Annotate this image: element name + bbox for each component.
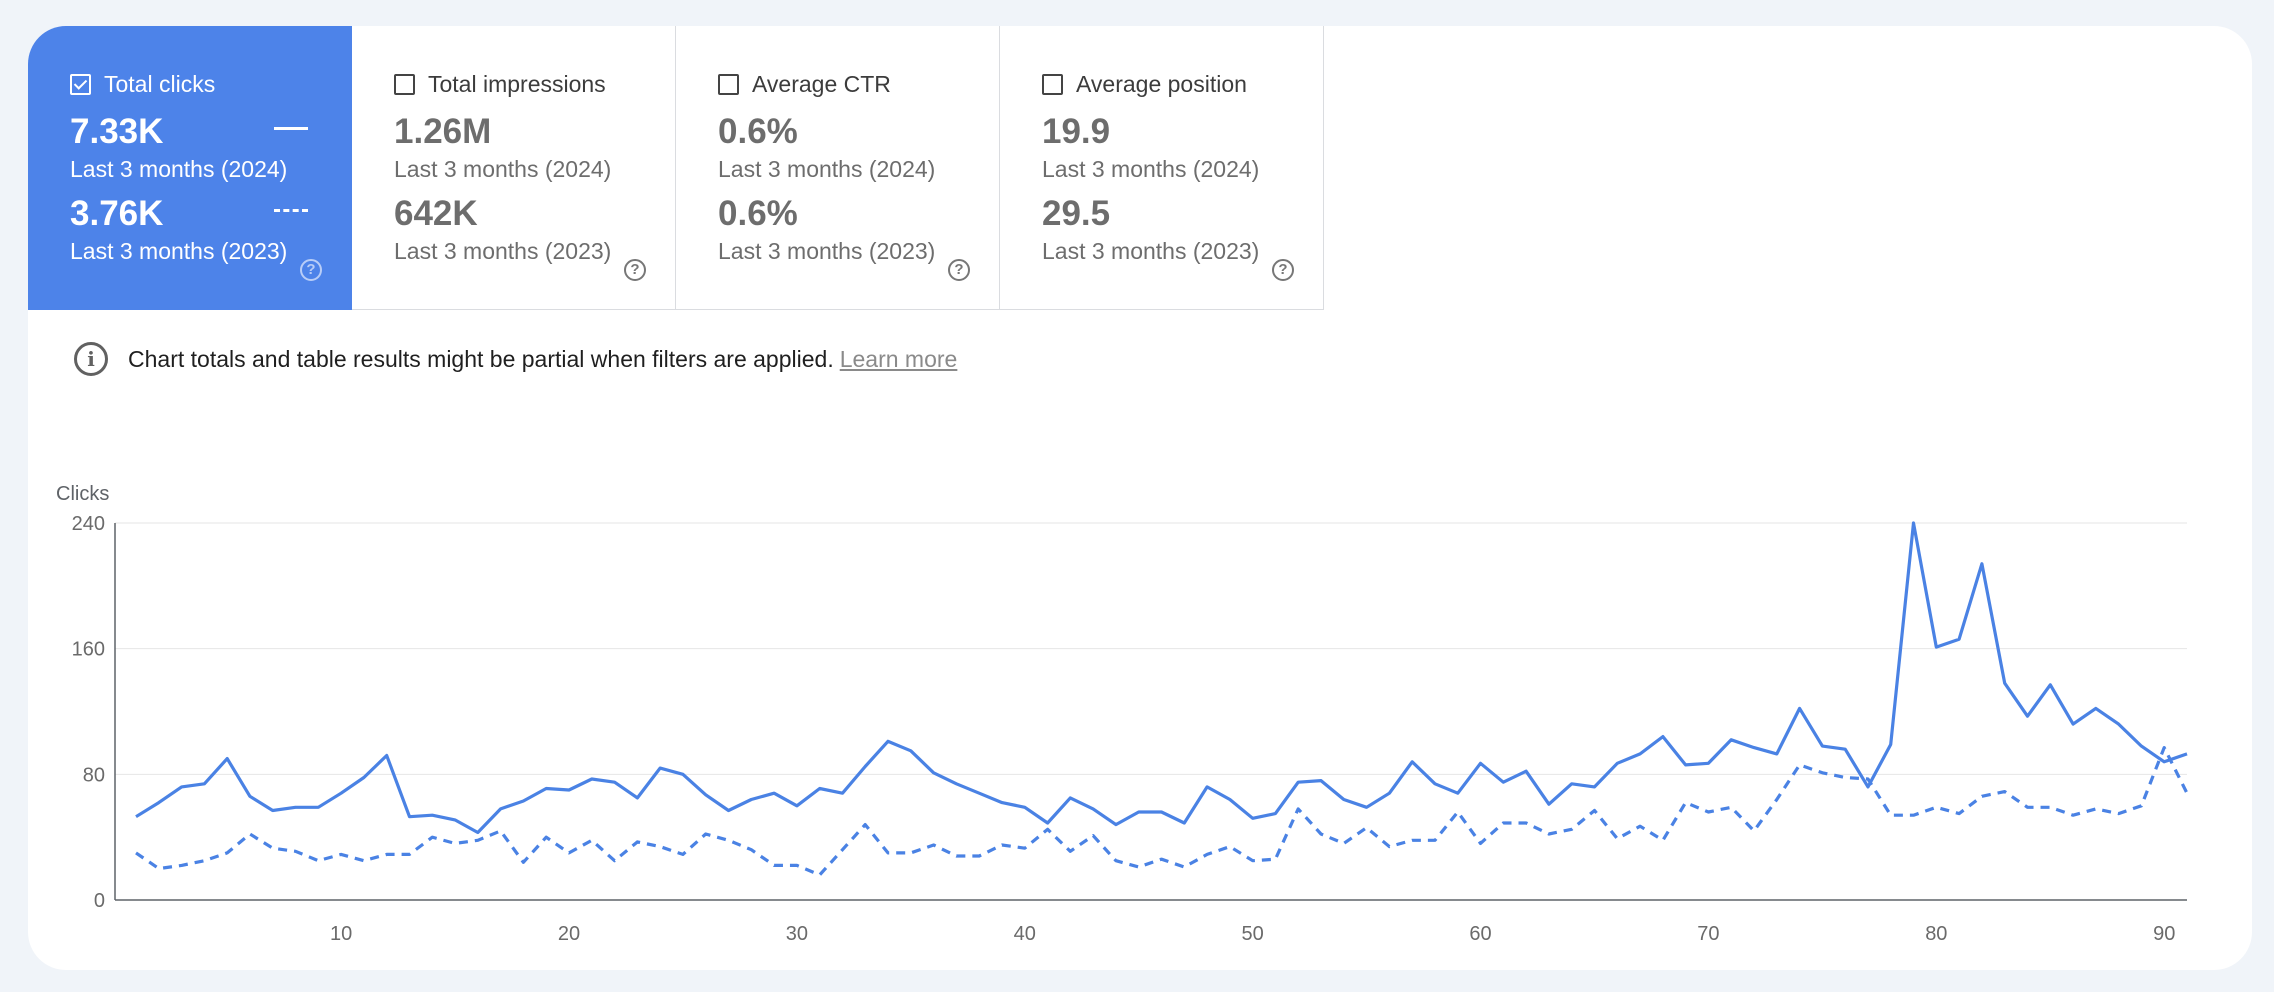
x-tick-label: 80 [1925,923,1947,945]
card-header: Total impressions [394,71,606,98]
help-icon[interactable]: ? [948,259,970,281]
metric-value-current: 19.9 [1042,112,1111,151]
card-title: Total impressions [428,71,606,97]
card-total-impressions[interactable]: Total impressions 1.26M Last 3 months (2… [352,26,676,310]
period-previous: Last 3 months (2023) [394,238,612,264]
help-icon[interactable]: ? [300,259,322,281]
x-tick-label: 30 [786,923,808,945]
y-tick-label: 0 [94,890,105,912]
metric-value-previous: 29.5 [1042,194,1111,233]
learn-more-link[interactable]: Learn more [839,345,958,372]
x-tick-label: 10 [330,923,352,945]
card-header: Average position [1042,71,1247,98]
average-ctr-checkbox[interactable] [718,74,739,95]
series-layer [135,521,2189,877]
x-tick-label: 20 [558,923,580,945]
total-clicks-checkbox[interactable] [70,74,91,95]
y-tick-label: 80 [83,764,105,786]
period-current: Last 3 months (2024) [718,156,936,182]
filter-notice: i Chart totals and table results might b… [74,342,957,376]
info-icon: i [74,342,108,376]
dashed-line-legend-icon [274,209,308,212]
metric-cards: Total clicks 7.33K Last 3 months (2024) … [28,26,1324,310]
x-tick-layer: 10 20 30 40 50 60 70 80 90 [330,923,2175,945]
card-title: Total clicks [104,71,216,97]
card-total-clicks[interactable]: Total clicks 7.33K Last 3 months (2024) … [28,26,352,310]
period-current: Last 3 months (2024) [394,156,612,182]
metric-value-previous: 3.76K [70,194,164,233]
x-tick-label: 90 [2153,923,2175,945]
notice-text: Chart totals and table results might be … [128,345,834,372]
total-impressions-checkbox[interactable] [394,74,415,95]
x-tick-label: 60 [1469,923,1491,945]
card-average-position[interactable]: Average position 19.9 Last 3 months (202… [1000,26,1324,310]
grid-layer: 0 80 160 240 [72,513,2187,912]
series-line-current [135,521,2188,835]
performance-panel: Total clicks 7.33K Last 3 months (2024) … [28,26,2252,970]
card-average-ctr[interactable]: Average CTR 0.6% Last 3 months (2024) 0.… [676,26,1000,310]
x-tick-label: 50 [1242,923,1264,945]
metric-value-previous: 0.6% [718,194,798,233]
y-tick-label: 160 [72,639,105,661]
period-current: Last 3 months (2024) [70,156,288,182]
period-current: Last 3 months (2024) [1042,156,1260,182]
card-title: Average CTR [752,71,891,97]
y-axis-label: Clicks [56,483,109,505]
card-header: Average CTR [718,71,891,98]
y-tick-label: 240 [72,513,105,535]
help-icon[interactable]: ? [624,259,646,281]
clicks-line-chart: Clicks 0 80 160 240 10 20 30 40 50 60 70 80 90 [56,483,2189,945]
solid-line-legend-icon [274,127,308,130]
metric-value-current: 1.26M [394,112,492,151]
series-line-previous [135,746,2189,877]
period-previous: Last 3 months (2023) [1042,238,1260,264]
metric-value-current: 7.33K [70,112,164,151]
x-tick-label: 70 [1697,923,1719,945]
period-previous: Last 3 months (2023) [70,238,288,264]
card-header: Total clicks [70,71,215,98]
x-tick-label: 40 [1014,923,1036,945]
card-title: Average position [1076,71,1247,97]
metric-value-current: 0.6% [718,112,798,151]
period-previous: Last 3 months (2023) [718,238,936,264]
average-position-checkbox[interactable] [1042,74,1063,95]
help-icon[interactable]: ? [1272,259,1294,281]
metric-value-previous: 642K [394,194,478,233]
